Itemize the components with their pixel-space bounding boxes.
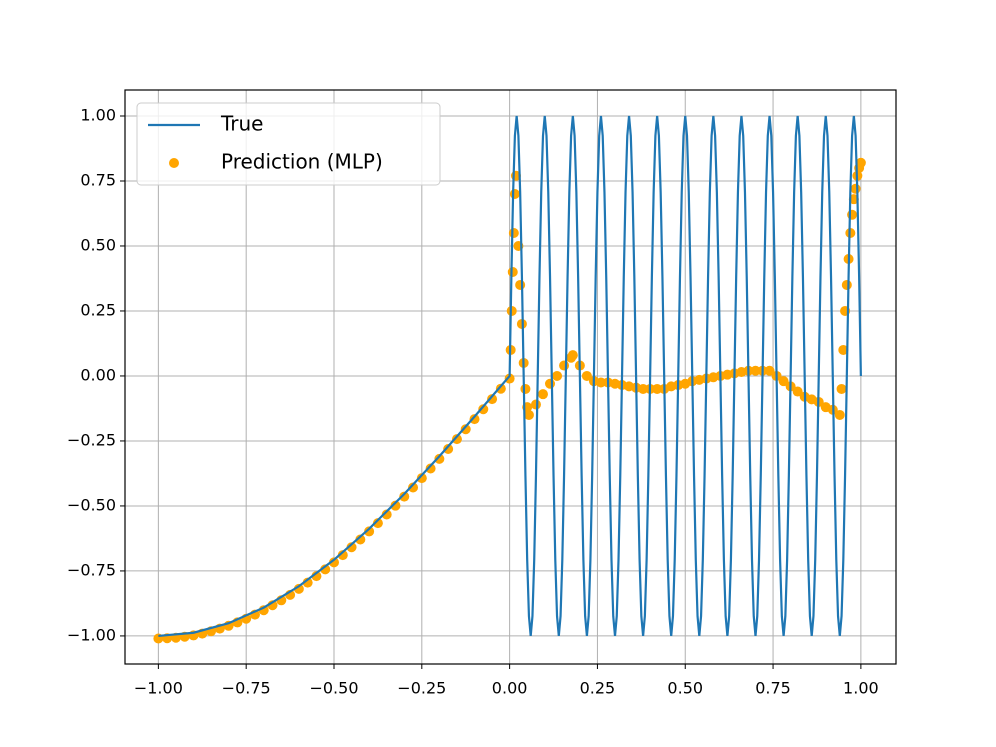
y-tick-label: 0.00	[80, 365, 116, 384]
data-point	[764, 365, 775, 376]
data-point	[515, 279, 526, 290]
data-point	[337, 550, 348, 561]
data-point	[509, 188, 520, 199]
data-point	[408, 482, 419, 493]
data-point	[567, 350, 578, 361]
y-tick-label: 0.25	[80, 300, 116, 319]
y-tick-label: −0.25	[67, 430, 116, 449]
data-point	[838, 344, 849, 355]
data-point	[523, 409, 534, 420]
data-point	[478, 404, 489, 415]
data-point	[381, 509, 392, 520]
y-tick-label: 1.00	[80, 105, 116, 124]
legend: True Prediction (MLP)	[136, 102, 441, 186]
data-line	[158, 115, 862, 638]
data-point	[293, 583, 304, 594]
data-point	[552, 370, 563, 381]
data-point	[855, 157, 866, 168]
data-point	[346, 542, 357, 553]
data-point	[792, 386, 803, 397]
legend-box	[136, 102, 441, 186]
data-point	[390, 500, 401, 511]
data-point	[451, 434, 462, 445]
data-point	[638, 383, 649, 394]
data-point	[841, 279, 852, 290]
x-tick-label: 0.75	[755, 679, 791, 698]
axes: −1.00 −0.75 −0.50 −0.25 0.00 0.25 0.50 0.75 1.00…	[67, 105, 879, 697]
data-point	[537, 389, 548, 400]
data-point	[469, 414, 480, 425]
data-point	[495, 383, 506, 394]
data-point	[581, 370, 592, 381]
data-point	[364, 526, 375, 537]
y-tick-label: −1.00	[67, 625, 116, 644]
x-tick-label: −0.50	[309, 679, 358, 698]
plot-area	[153, 115, 866, 644]
data-point	[434, 453, 445, 464]
x-tick-label: −1.00	[134, 679, 183, 698]
data-point	[520, 383, 531, 394]
data-point	[416, 473, 427, 484]
x-tick-label: −0.25	[397, 679, 446, 698]
data-point	[595, 377, 606, 388]
data-point	[847, 209, 858, 220]
data-point	[850, 183, 861, 194]
x-tick-label: −0.75	[222, 679, 271, 698]
y-tick-label: 0.75	[80, 170, 116, 189]
data-point	[328, 557, 339, 568]
x-tick-label: 0.00	[492, 679, 528, 698]
data-point	[399, 491, 410, 502]
axes-frame	[124, 89, 897, 665]
x-tick-label: 0.50	[667, 679, 703, 698]
data-point	[355, 534, 366, 545]
data-point	[508, 227, 519, 238]
data-point	[545, 378, 556, 389]
data-point	[834, 409, 845, 420]
data-point	[504, 373, 515, 384]
x-tick-label: 0.25	[580, 679, 616, 698]
data-point	[460, 424, 471, 435]
legend-label: True	[220, 112, 263, 136]
y-tick-label: 0.50	[80, 235, 116, 254]
data-point	[652, 383, 663, 394]
data-point	[848, 194, 859, 205]
data-point	[778, 376, 789, 387]
data-point	[320, 564, 331, 575]
y-tick-label: −0.75	[67, 560, 116, 579]
data-point	[507, 266, 518, 277]
data-point	[530, 399, 541, 410]
data-point	[372, 518, 383, 529]
data-point	[559, 360, 570, 371]
data-point	[302, 577, 313, 588]
data-point	[836, 383, 847, 394]
data-point	[443, 444, 454, 455]
x-tick-label: 1.00	[843, 679, 879, 698]
legend-label: Prediction (MLP)	[221, 150, 383, 174]
y-tick-label: −0.50	[67, 495, 116, 514]
data-point	[487, 394, 498, 405]
data-point	[750, 365, 761, 376]
legend-swatch	[169, 158, 179, 168]
data-point	[425, 463, 436, 474]
